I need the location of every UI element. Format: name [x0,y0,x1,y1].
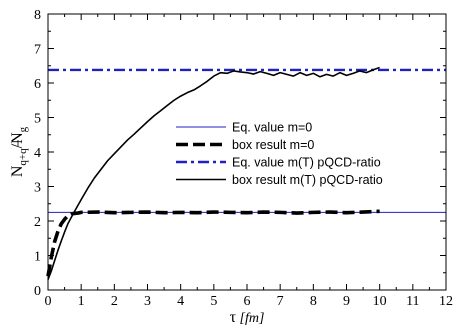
legend-label-4: box result m(T) pQCD-ratio [232,173,383,187]
series-line-2 [46,209,380,277]
y-tick-label-2: 2 [34,215,41,230]
axis-titles: τ [fm] Nq+q/Ng [9,126,264,326]
x-tick-label-1: 1 [78,294,85,309]
x-tick-label-12: 12 [439,294,453,309]
y-tick-label-1: 1 [34,250,41,265]
series-line-4 [47,66,380,280]
x-tick-label-5: 5 [210,294,217,309]
plot-frame [47,13,447,291]
y-tick-label-6: 6 [34,77,41,92]
x-tick-label-11: 11 [406,294,419,309]
x-tick-label-10: 10 [373,294,387,309]
legend: Eq. value m=0 box result m=0 Eq. value m(T… [176,121,383,187]
legend-label-2: box result m=0 [232,138,314,152]
y-tick-label-7: 7 [34,43,41,58]
y-tick-label-4: 4 [34,146,41,161]
x-tick-label-2: 2 [111,294,118,309]
y-tick-label-0: 0 [34,284,41,299]
y-title-sub: q+q [17,148,29,166]
y-tick-label-8: 8 [34,8,41,23]
x-axis-title: τ [fm] [230,309,265,326]
x-tick-label-0: 0 [45,294,52,309]
y-title-denom: /N [9,132,26,148]
y-tick-label-5: 5 [34,112,41,127]
plot-marks [46,66,446,280]
y-tick-label-3: 3 [34,181,41,196]
y-axis-title-text: Nq+q/Ng [9,126,29,177]
x-axis-title-unit: [fm] [236,311,264,326]
y-title-denom-sub: g [17,126,29,132]
x-tick-label-7: 7 [277,294,284,309]
legend-label-1: Eq. value m=0 [232,121,312,135]
y-title-main: N [9,165,26,177]
y-axis-title: Nq+q/Ng [9,126,29,177]
x-axis-title-symbol: τ [230,309,237,326]
x-tick-label-4: 4 [177,294,184,309]
x-tick-label-6: 6 [244,294,251,309]
x-tick-label-8: 8 [310,294,317,309]
x-tick-label-3: 3 [144,294,151,309]
x-tick-label-9: 9 [343,294,350,309]
legend-label-3: Eq. value m(T) pQCD-ratio [232,156,381,170]
